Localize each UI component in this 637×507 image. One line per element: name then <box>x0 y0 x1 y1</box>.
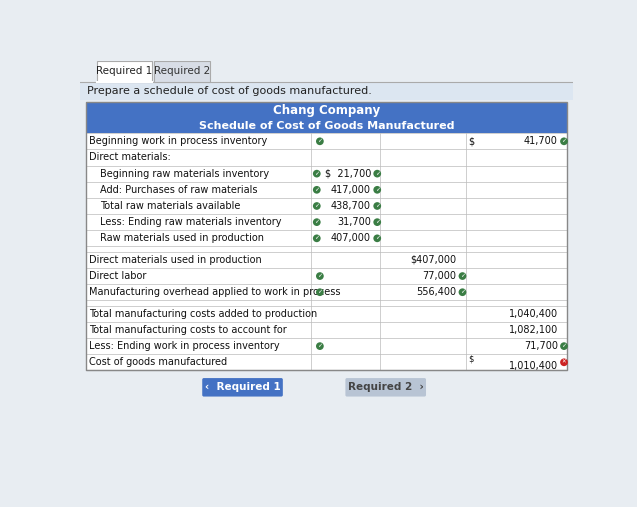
Text: 1,082,100: 1,082,100 <box>508 325 558 335</box>
Text: 77,000: 77,000 <box>422 271 456 281</box>
Text: ✓: ✓ <box>460 289 465 295</box>
Text: ✓: ✓ <box>317 289 322 295</box>
Text: Manufacturing overhead applied to work in process: Manufacturing overhead applied to work i… <box>89 287 340 297</box>
Text: ✓: ✓ <box>375 203 380 208</box>
Text: $: $ <box>469 354 474 363</box>
Circle shape <box>373 219 381 226</box>
Circle shape <box>560 358 568 366</box>
Bar <box>86 182 567 198</box>
Circle shape <box>459 272 466 280</box>
Circle shape <box>373 186 381 194</box>
Bar <box>80 82 573 100</box>
Bar <box>86 338 567 354</box>
Text: Required 1: Required 1 <box>96 66 153 76</box>
Text: ✓: ✓ <box>375 236 380 241</box>
Text: Chang Company: Chang Company <box>273 103 380 117</box>
Bar <box>86 166 567 182</box>
Text: 31,700: 31,700 <box>337 217 371 227</box>
FancyBboxPatch shape <box>345 378 426 396</box>
Text: 71,700: 71,700 <box>524 341 558 351</box>
Bar <box>80 40 573 82</box>
Text: Required 2  ›: Required 2 › <box>348 382 424 392</box>
Bar <box>86 118 567 133</box>
Bar <box>86 214 567 230</box>
Text: ✓: ✓ <box>561 138 567 143</box>
Circle shape <box>373 170 381 177</box>
Circle shape <box>560 137 568 145</box>
Text: 407,000: 407,000 <box>331 233 371 243</box>
FancyBboxPatch shape <box>202 378 283 396</box>
Text: ✓: ✓ <box>314 187 319 192</box>
Bar <box>86 246 567 252</box>
Text: Total manufacturing costs added to production: Total manufacturing costs added to produ… <box>89 309 317 319</box>
Text: Total raw materials available: Total raw materials available <box>100 201 240 211</box>
Text: ✓: ✓ <box>314 203 319 208</box>
Bar <box>86 102 567 118</box>
Text: Beginning work in process inventory: Beginning work in process inventory <box>89 136 267 147</box>
Text: ✓: ✓ <box>375 187 380 192</box>
Circle shape <box>316 272 324 280</box>
Text: 1,040,400: 1,040,400 <box>509 309 558 319</box>
Circle shape <box>459 288 466 296</box>
Text: ✓: ✓ <box>314 171 319 176</box>
Text: ✓: ✓ <box>561 343 567 348</box>
Text: ✕: ✕ <box>562 359 566 365</box>
Text: 41,700: 41,700 <box>524 136 558 147</box>
Text: Beginning raw materials inventory: Beginning raw materials inventory <box>100 169 269 178</box>
Text: $: $ <box>469 136 475 147</box>
Text: Less: Ending raw materials inventory: Less: Ending raw materials inventory <box>100 217 282 227</box>
Text: Raw materials used in production: Raw materials used in production <box>100 233 264 243</box>
Text: 417,000: 417,000 <box>331 185 371 195</box>
Text: ✓: ✓ <box>317 273 322 278</box>
Bar <box>86 252 567 268</box>
Text: ‹  Required 1: ‹ Required 1 <box>204 382 280 392</box>
Circle shape <box>313 170 320 177</box>
Text: Required 2: Required 2 <box>154 66 210 76</box>
Text: ✓: ✓ <box>314 220 319 225</box>
Bar <box>86 284 567 300</box>
Circle shape <box>316 288 324 296</box>
Text: Direct labor: Direct labor <box>89 271 147 281</box>
Bar <box>86 354 567 371</box>
Text: 1,010,400: 1,010,400 <box>509 361 558 371</box>
Text: ✓: ✓ <box>375 171 380 176</box>
Bar <box>97 61 152 82</box>
Bar <box>86 230 567 246</box>
Bar <box>86 198 567 214</box>
Bar <box>86 268 567 284</box>
Bar <box>86 133 567 150</box>
Text: Total manufacturing costs to account for: Total manufacturing costs to account for <box>89 325 287 335</box>
Text: ✓: ✓ <box>317 138 322 143</box>
Text: Prepare a schedule of cost of goods manufactured.: Prepare a schedule of cost of goods manu… <box>87 86 372 96</box>
Text: Less: Ending work in process inventory: Less: Ending work in process inventory <box>89 341 280 351</box>
Circle shape <box>316 342 324 350</box>
Text: $407,000: $407,000 <box>410 255 456 265</box>
Circle shape <box>373 202 381 210</box>
Text: Direct materials:: Direct materials: <box>89 153 171 162</box>
Text: Direct materials used in production: Direct materials used in production <box>89 255 262 265</box>
Text: ✓: ✓ <box>460 273 465 278</box>
Text: Cost of goods manufactured: Cost of goods manufactured <box>89 357 227 367</box>
Bar <box>86 306 567 322</box>
Circle shape <box>313 234 320 242</box>
Bar <box>86 150 567 166</box>
Bar <box>86 102 567 371</box>
Bar <box>86 322 567 338</box>
Text: 556,400: 556,400 <box>416 287 456 297</box>
Text: Add: Purchases of raw materials: Add: Purchases of raw materials <box>100 185 257 195</box>
Circle shape <box>560 342 568 350</box>
Text: ✓: ✓ <box>375 220 380 225</box>
Circle shape <box>316 137 324 145</box>
Text: Schedule of Cost of Goods Manufactured: Schedule of Cost of Goods Manufactured <box>199 121 454 130</box>
Circle shape <box>373 234 381 242</box>
Bar <box>86 300 567 306</box>
Bar <box>154 61 210 82</box>
Text: ✓: ✓ <box>314 236 319 241</box>
Text: $  21,700: $ 21,700 <box>325 169 371 178</box>
Circle shape <box>313 219 320 226</box>
Circle shape <box>313 202 320 210</box>
Text: ✓: ✓ <box>317 343 322 348</box>
Circle shape <box>313 186 320 194</box>
Text: 438,700: 438,700 <box>331 201 371 211</box>
